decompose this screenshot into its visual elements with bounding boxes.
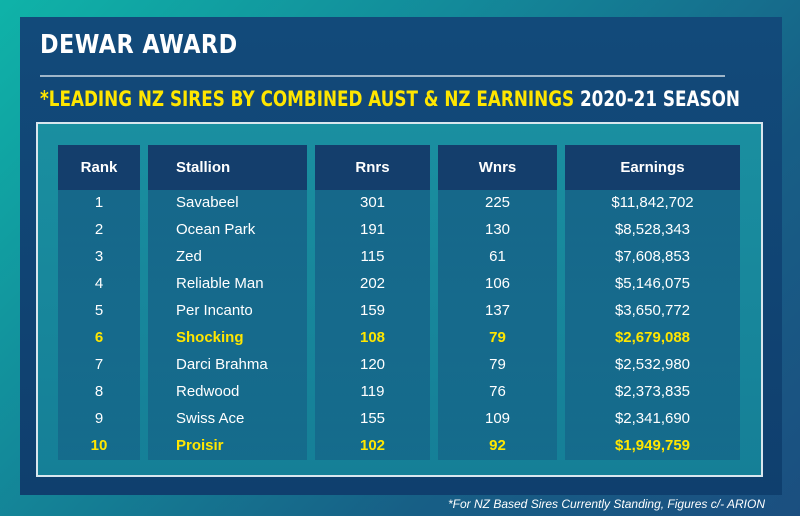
page-subtitle: *LEADING NZ SIRES BY COMBINED AUST & NZ …	[40, 87, 740, 111]
cell-rank: 3	[94, 248, 104, 265]
cell-rnrs: 301	[359, 194, 386, 211]
sires-table: Rank Stallion Rnrs Wnrs Earnings 1 Savabe…	[36, 122, 763, 477]
cell-wnrs: 61	[489, 248, 506, 265]
cell-rnrs: 159	[359, 302, 386, 319]
title-divider	[40, 75, 725, 77]
cell-stallion: Darci Brahma	[176, 356, 268, 373]
cell-earnings: $8,528,343	[614, 221, 691, 238]
cell-stallion: Per Incanto	[176, 302, 253, 319]
cell-rank: 1	[94, 194, 104, 211]
cell-earnings: $2,679,088	[614, 329, 691, 346]
cell-wnrs: 130	[484, 221, 511, 238]
cell-wnrs: 76	[489, 383, 506, 400]
header-earnings: Earnings	[565, 145, 740, 190]
cell-rnrs: 120	[359, 356, 386, 373]
cell-earnings: $5,146,075	[614, 275, 691, 292]
cell-earnings: $2,341,690	[614, 410, 691, 427]
cell-stallion: Redwood	[176, 383, 240, 400]
cell-stallion: Shocking	[176, 329, 244, 346]
stallion-column	[148, 145, 307, 460]
page-title: DEWAR AWARD	[40, 30, 238, 60]
cell-stallion: Swiss Ace	[176, 410, 245, 427]
rank-column	[58, 145, 140, 460]
cell-stallion: Proisir	[176, 437, 224, 454]
earnings-column	[565, 145, 740, 460]
cell-wnrs: 109	[484, 410, 511, 427]
cell-stallion: Zed	[176, 248, 202, 265]
cell-earnings: $1,949,759	[614, 437, 691, 454]
subtitle-highlight: *LEADING NZ SIRES BY COMBINED AUST & NZ …	[40, 87, 575, 111]
wnrs-column	[438, 145, 557, 460]
cell-rnrs: 102	[359, 437, 386, 454]
cell-rnrs: 119	[360, 383, 385, 400]
cell-earnings: $3,650,772	[614, 302, 691, 319]
cell-rank: 5	[94, 302, 104, 319]
rnrs-column	[315, 145, 430, 460]
cell-rank: 2	[94, 221, 104, 238]
header-rank: Rank	[58, 145, 140, 190]
cell-rnrs: 191	[359, 221, 386, 238]
cell-rnrs: 202	[359, 275, 386, 292]
cell-rank: 7	[94, 356, 104, 373]
cell-earnings: $7,608,853	[614, 248, 691, 265]
cell-rank: 10	[90, 437, 108, 454]
cell-wnrs: 225	[484, 194, 511, 211]
cell-wnrs: 106	[484, 275, 511, 292]
cell-rnrs: 155	[359, 410, 386, 427]
subtitle-season: 2020-21 SEASON	[579, 87, 740, 111]
cell-rank: 6	[94, 329, 104, 346]
cell-wnrs: 92	[489, 437, 506, 454]
footnote: *For NZ Based Sires Currently Standing, …	[448, 497, 765, 511]
cell-stallion: Ocean Park	[176, 221, 256, 238]
cell-stallion: Savabeel	[176, 194, 239, 211]
cell-wnrs: 79	[489, 356, 506, 373]
header-wnrs: Wnrs	[438, 145, 557, 190]
cell-earnings: $11,842,702	[611, 194, 694, 211]
cell-stallion: Reliable Man	[176, 275, 264, 292]
cell-earnings: $2,532,980	[614, 356, 691, 373]
cell-rank: 9	[94, 410, 104, 427]
cell-wnrs: 79	[489, 329, 506, 346]
cell-rnrs: 108	[359, 329, 386, 346]
cell-wnrs: 137	[484, 302, 511, 319]
cell-rank: 8	[94, 383, 104, 400]
cell-rank: 4	[94, 275, 104, 292]
cell-earnings: $2,373,835	[614, 383, 691, 400]
header-stallion: Stallion	[148, 145, 307, 190]
header-rnrs: Rnrs	[315, 145, 430, 190]
cell-rnrs: 115	[360, 248, 385, 265]
